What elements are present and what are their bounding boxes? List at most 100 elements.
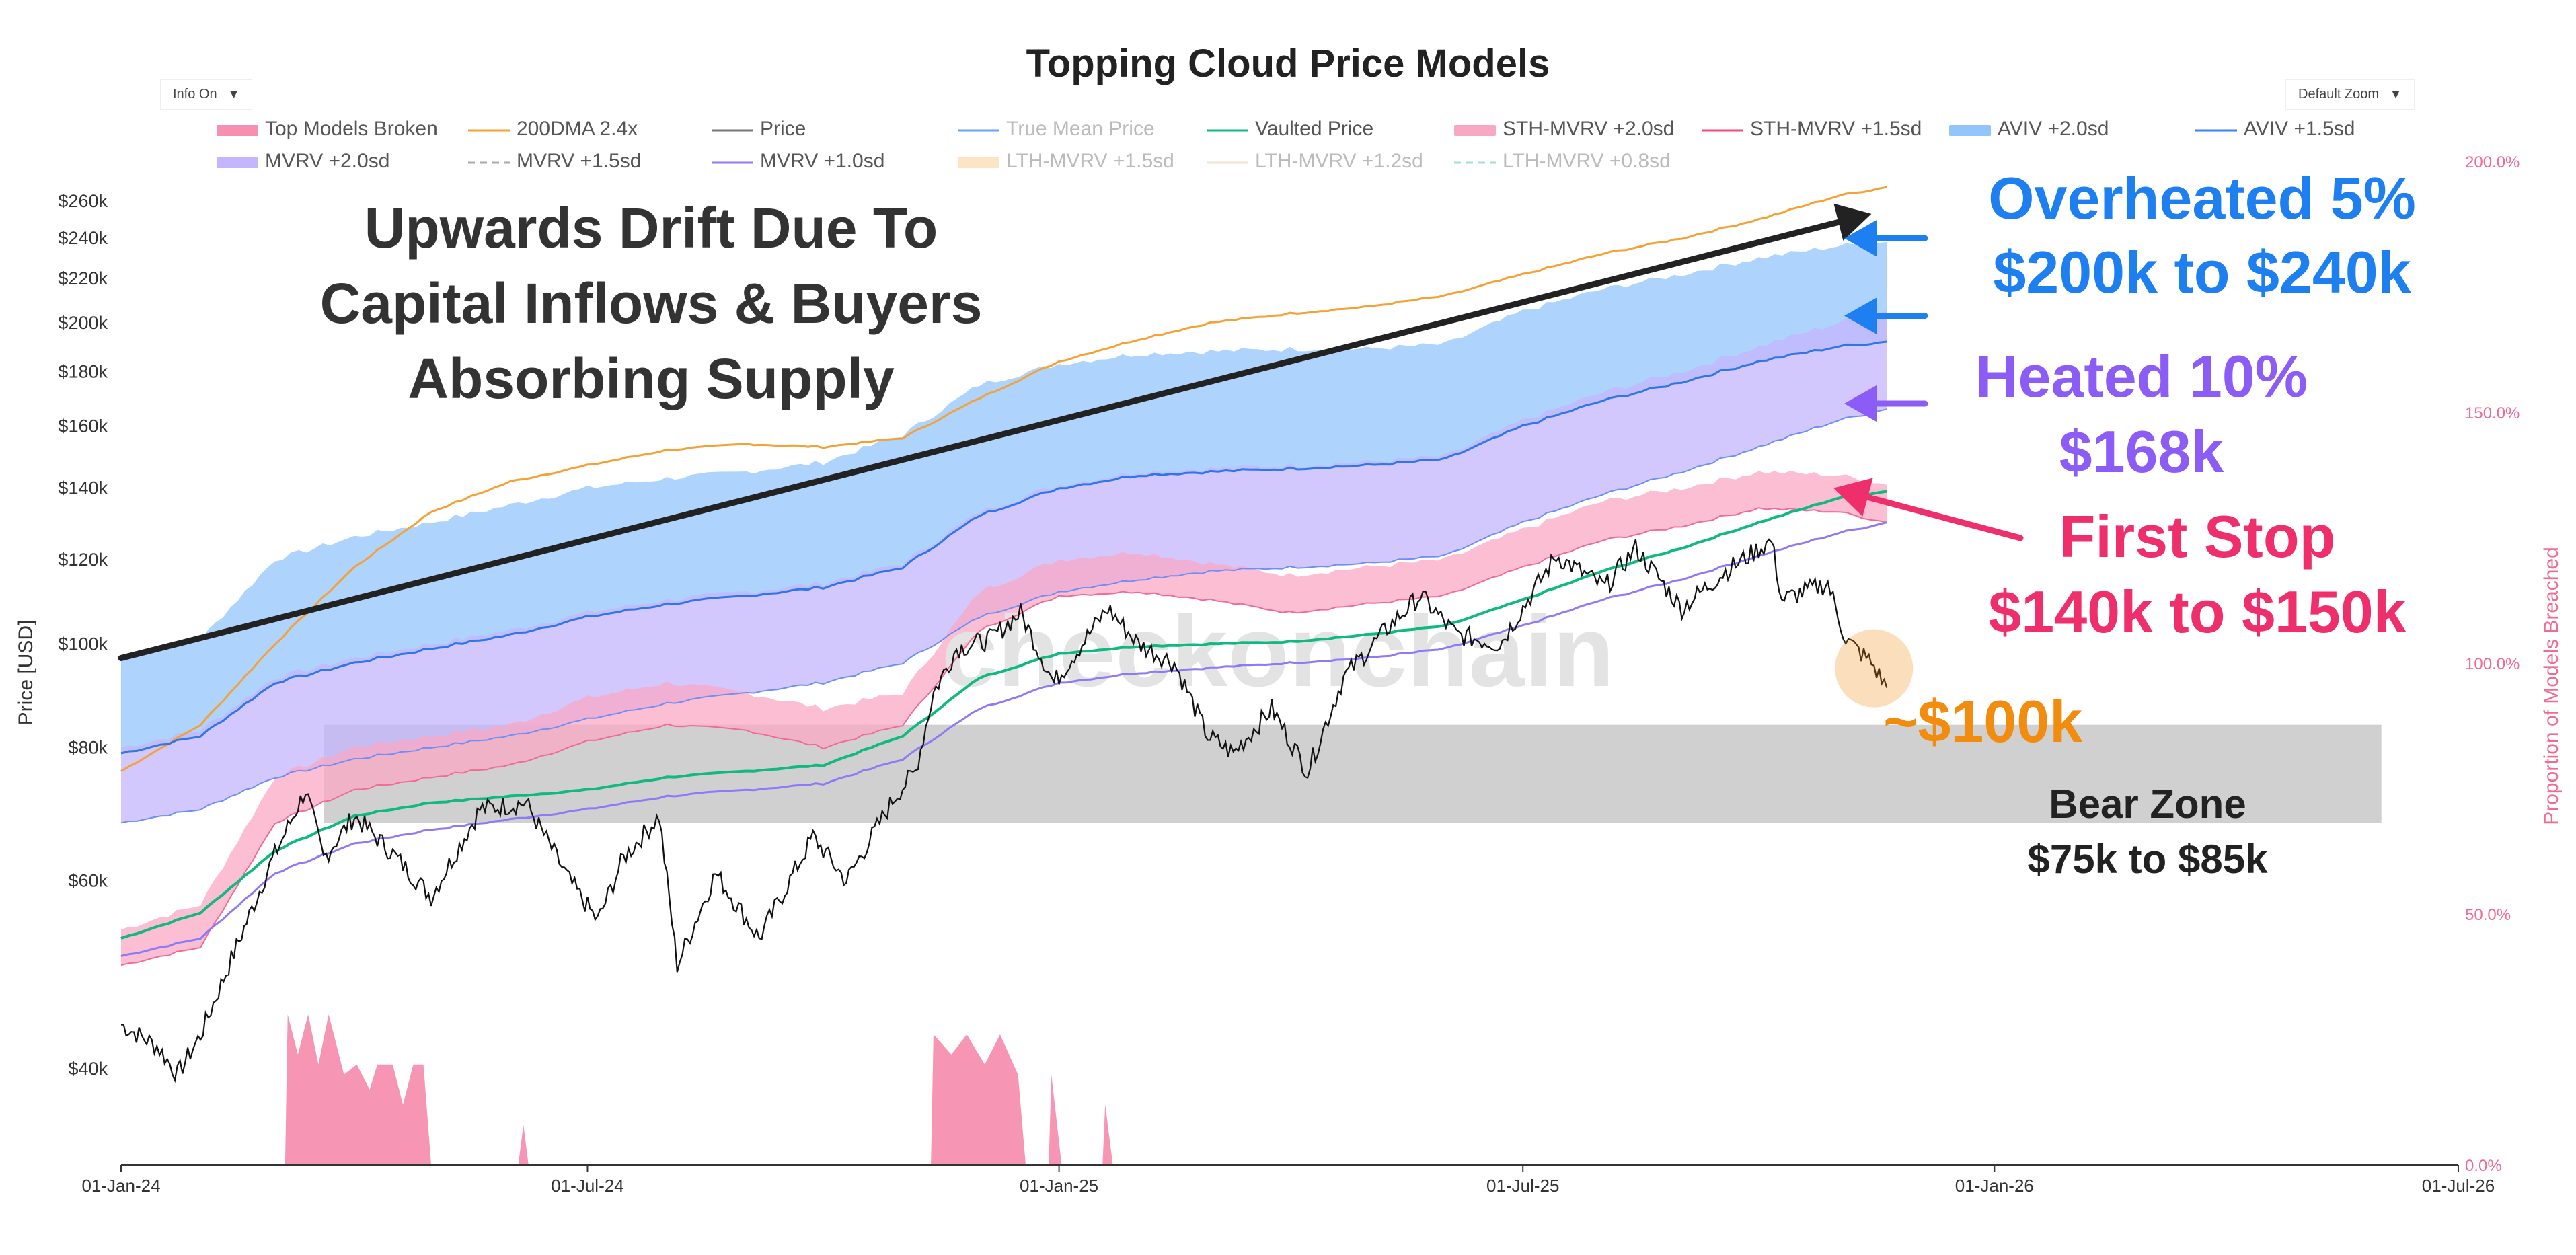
y-tick-label: $100k bbox=[58, 634, 108, 654]
legend-label: MVRV +2.0sd bbox=[265, 150, 389, 172]
first-stop-annotation-line: First Stop bbox=[2059, 503, 2336, 570]
legend-label: AVIV +2.0sd bbox=[1998, 118, 2109, 140]
band-mvrv-2-0sd bbox=[121, 311, 1887, 823]
info-toggle-label: Info On bbox=[173, 87, 217, 102]
y2-tick-label: 150.0% bbox=[2465, 404, 2520, 422]
legend-item: STH-MVRV +2.0sd bbox=[1454, 118, 1674, 140]
overheated-annotation-line: Overheated 5% bbox=[1988, 165, 2416, 231]
bear-zone-annotation-line: $75k to $85k bbox=[2028, 837, 2269, 882]
bear-zone bbox=[324, 724, 2382, 823]
heated-annotation: Heated 10% $168k bbox=[1975, 343, 2308, 485]
chart-title: Topping Cloud Price Models bbox=[1026, 42, 1550, 85]
legend-item: LTH-MVRV +0.8sd bbox=[1454, 150, 1671, 172]
line-vaulted-price bbox=[120, 490, 1887, 940]
legend-item: True Mean Price bbox=[958, 118, 1155, 140]
x-tick-label: 01-Jan-25 bbox=[1020, 1176, 1098, 1196]
legend-label: MVRV +1.0sd bbox=[760, 150, 884, 172]
overheated-arrow bbox=[1844, 297, 1928, 334]
zoom-select[interactable]: Default Zoom ▼ bbox=[2285, 79, 2415, 110]
legend-label: AVIV +1.5sd bbox=[2244, 118, 2355, 140]
overheated-arrow bbox=[1844, 219, 1928, 257]
legend-label: Vaulted Price bbox=[1255, 118, 1373, 140]
first-stop-arrow bbox=[1833, 478, 2024, 541]
x-tick-label: 01-Jan-26 bbox=[1955, 1176, 2034, 1196]
lines-layer bbox=[120, 186, 1888, 1083]
legend-label: LTH-MVRV +0.8sd bbox=[1503, 150, 1671, 172]
current-annotation: ~$100k bbox=[1883, 688, 2083, 755]
overheated-arrow-head bbox=[1844, 219, 1877, 257]
first-stop-arrow-head bbox=[1833, 478, 1873, 517]
legend-label: STH-MVRV +2.0sd bbox=[1503, 118, 1674, 140]
x-tick-label: 01-Jul-26 bbox=[2422, 1176, 2495, 1196]
first-stop-arrow-shaft bbox=[1864, 494, 2024, 541]
legend-label: STH-MVRV +1.5sd bbox=[1750, 118, 1922, 140]
y-tick-label: $260k bbox=[58, 191, 108, 211]
heated-annotation-line: $168k bbox=[2059, 418, 2225, 485]
drift-arrow-shaft bbox=[118, 219, 1842, 662]
heated-arrow-head bbox=[1844, 385, 1877, 422]
line-mvrv-1-5sd bbox=[120, 408, 1887, 824]
overheated-arrow-head bbox=[1844, 297, 1877, 334]
legend-item: Vaulted Price bbox=[1207, 118, 1373, 140]
drift-annotation-line: Capital Inflows & Buyers bbox=[320, 272, 983, 335]
legend-item: Price bbox=[712, 118, 806, 140]
y-tick-label: $120k bbox=[58, 549, 108, 570]
y2-tick-label: 0.0% bbox=[2465, 1157, 2502, 1175]
legend-label: MVRV +1.5sd bbox=[517, 150, 641, 172]
x-tick-label: 01-Jul-25 bbox=[1486, 1176, 1559, 1196]
overheated-annotation: Overheated 5% $200k to $240k bbox=[1988, 165, 2416, 305]
y-tick-label: $240k bbox=[58, 228, 108, 248]
y-tick-label: $140k bbox=[58, 478, 108, 498]
heated-annotation-line: Heated 10% bbox=[1975, 343, 2308, 410]
y-tick-label: $40k bbox=[68, 1059, 108, 1079]
legend-swatch bbox=[217, 125, 258, 136]
info-toggle[interactable]: Info On ▼ bbox=[160, 79, 253, 110]
drift-arrow-head bbox=[1833, 203, 1872, 241]
first-stop-annotation: First Stop $140k to $150k bbox=[1988, 503, 2407, 645]
legend-label: True Mean Price bbox=[1006, 118, 1155, 140]
line-price bbox=[120, 538, 1888, 1083]
legend-label: 200DMA 2.4x bbox=[517, 118, 638, 140]
y2-axis-title: Proportion of Models Breached bbox=[2540, 547, 2563, 825]
legend-swatch bbox=[958, 157, 999, 168]
current-annotation-line: ~$100k bbox=[1883, 688, 2083, 755]
current-price-marker bbox=[1835, 629, 1914, 708]
legend-swatch bbox=[1454, 125, 1496, 136]
legend-item: MVRV +2.0sd bbox=[217, 150, 389, 172]
legend-item: 200DMA 2.4x bbox=[468, 118, 638, 140]
drift-annotation-line: Absorbing Supply bbox=[408, 347, 895, 410]
legend-swatch bbox=[1949, 125, 1991, 136]
legend-item: STH-MVRV +1.5sd bbox=[1702, 118, 1922, 140]
drift-arrow bbox=[118, 203, 1872, 662]
y2-tick-label: 200.0% bbox=[2465, 153, 2520, 172]
legend-label: LTH-MVRV +1.2sd bbox=[1255, 150, 1423, 172]
legend-item: Top Models Broken bbox=[217, 118, 438, 140]
legend-label: Top Models Broken bbox=[265, 118, 438, 140]
legend-item: AVIV +1.5sd bbox=[2195, 118, 2355, 140]
y2-tick-label: 50.0% bbox=[2465, 906, 2511, 924]
y-tick-label: $80k bbox=[68, 737, 108, 757]
legend-item: MVRV +1.0sd bbox=[712, 150, 884, 172]
legend-item: LTH-MVRV +1.5sd bbox=[958, 150, 1174, 172]
line-200dma-2-4x bbox=[120, 186, 1887, 772]
bear-zone-annotation-line: Bear Zone bbox=[2049, 782, 2246, 827]
line-mvrv-1-0sd bbox=[120, 521, 1887, 957]
first-stop-annotation-line: $140k to $150k bbox=[1988, 578, 2407, 645]
y-tick-label: $160k bbox=[58, 416, 108, 436]
annotations: Upwards Drift Due To Capital Inflows & Bu… bbox=[118, 165, 2416, 882]
legend-item: AVIV +2.0sd bbox=[1949, 118, 2109, 140]
legend-item: LTH-MVRV +1.2sd bbox=[1207, 150, 1423, 172]
legend-label: Price bbox=[760, 118, 806, 140]
drift-annotation: Upwards Drift Due To Capital Inflows & Bu… bbox=[320, 196, 983, 410]
legend: Top Models Broken 200DMA 2.4x Price True Me… bbox=[217, 118, 2355, 172]
band-aviv-2-0sd bbox=[121, 242, 1887, 753]
top-models-broken-area bbox=[121, 1014, 1887, 1165]
legend-swatch bbox=[217, 157, 258, 168]
y-tick-label: $200k bbox=[58, 313, 108, 333]
axes: 01-Jan-24 01-Jul-24 01-Jan-25 01-Jul-25 01-J… bbox=[15, 153, 2563, 1196]
zoom-select-label: Default Zoom bbox=[2298, 87, 2380, 102]
x-tick-label: 01-Jul-24 bbox=[551, 1176, 623, 1196]
overheated-annotation-line: $200k to $240k bbox=[1993, 239, 2411, 305]
chevron-down-icon: ▼ bbox=[227, 87, 240, 101]
chevron-down-icon: ▼ bbox=[2390, 87, 2402, 101]
